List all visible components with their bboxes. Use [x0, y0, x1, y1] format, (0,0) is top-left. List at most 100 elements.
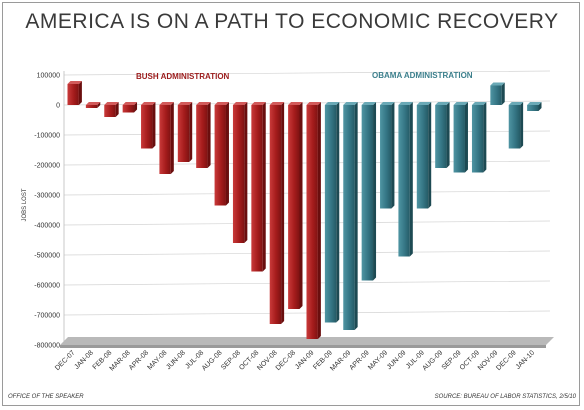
bar-top: [141, 102, 156, 105]
bar-top: [435, 102, 450, 105]
bar-top: [232, 102, 248, 105]
bar-top: [453, 102, 468, 105]
bar-top: [380, 102, 395, 105]
bar-side: [464, 102, 468, 173]
x-tick-label: JAN-10: [515, 349, 537, 371]
bar-aug-08: [214, 102, 229, 206]
bar-top: [398, 102, 413, 105]
bar-jun-09: [398, 102, 413, 257]
bar-face: [251, 105, 263, 272]
bar-top: [67, 81, 82, 84]
bar-face: [288, 105, 300, 309]
bar-side: [244, 102, 248, 243]
bar-sep-08: [232, 102, 248, 243]
bar-face: [343, 105, 355, 330]
bar-side: [115, 102, 119, 117]
bar-top: [324, 102, 340, 105]
bar-face: [416, 105, 429, 209]
bar-side: [354, 102, 358, 330]
bar-top: [306, 102, 321, 105]
bar-side: [262, 102, 266, 272]
annotations: BUSH ADMINISTRATION OBAMA ADMINISTRATION: [136, 71, 473, 81]
x-tick-label: MAR-09: [329, 349, 352, 372]
bar-side: [520, 102, 524, 149]
bar-face: [490, 85, 502, 105]
bar-top: [471, 102, 487, 105]
bar-oct-08: [251, 102, 266, 272]
bar-side: [446, 102, 450, 168]
bar-nov-09: [490, 82, 505, 105]
bar-jun-08: [177, 102, 193, 162]
bar-face: [214, 105, 226, 206]
bar-face: [85, 105, 98, 108]
x-tick-label: DEC-08: [275, 349, 298, 372]
bar-top: [85, 102, 101, 105]
bar-jan-08: [85, 102, 101, 108]
x-tick-label: APR-08: [128, 349, 150, 371]
bar-nov-08: [269, 102, 285, 324]
bar-top: [361, 102, 377, 105]
bar-side: [207, 102, 211, 168]
bar-side: [225, 102, 229, 206]
bar-jan-09: [306, 102, 321, 339]
y-tick-label: 100000: [37, 73, 60, 80]
bar-face: [471, 105, 484, 173]
bar-side: [501, 82, 505, 105]
floor-edge: [60, 345, 546, 348]
bar-side: [170, 102, 174, 174]
bar-top: [104, 102, 119, 105]
bar-jul-08: [196, 102, 211, 168]
bar-side: [281, 102, 285, 324]
bar-face: [361, 105, 374, 281]
chart-floor: [60, 337, 554, 348]
bar-top: [214, 102, 229, 105]
bar-may-08: [159, 102, 174, 174]
x-tick-label: MAY-08: [147, 349, 169, 371]
bar-top: [490, 82, 505, 86]
bar-side: [134, 102, 138, 113]
bar-aug-09: [435, 102, 450, 168]
annotation-bush: BUSH ADMINISTRATION: [136, 72, 230, 81]
bar-face: [380, 105, 392, 209]
bar-side: [189, 102, 193, 162]
y-tick-label: -500000: [34, 253, 60, 260]
bar-face: [196, 105, 208, 168]
bars: [67, 81, 542, 339]
y-tick-label: -200000: [34, 163, 60, 170]
bar-oct-09: [471, 102, 487, 173]
bar-side: [373, 102, 377, 281]
bar-side: [78, 81, 82, 105]
x-tick-label: MAR-08: [109, 349, 132, 372]
bar-face: [177, 105, 190, 162]
x-tick-label: MAY-09: [367, 349, 389, 371]
bar-feb-09: [324, 102, 340, 323]
bar-side: [483, 102, 487, 173]
bar-sep-09: [453, 102, 468, 173]
bar-top: [416, 102, 432, 105]
bar-face: [67, 84, 79, 105]
bar-face: [232, 105, 245, 243]
bar-top: [508, 102, 524, 105]
y-axis: 100000 0 -100000 -200000 -300000 -400000 -5000…: [34, 71, 65, 350]
bar-dec-09: [508, 102, 524, 149]
x-tick-label: JUN-08: [165, 349, 187, 371]
bar-face: [453, 105, 465, 173]
footer-left: OFFICE OF THE SPEAKER: [8, 394, 84, 400]
bar-feb-08: [104, 102, 119, 117]
annotation-obama: OBAMA ADMINISTRATION: [372, 71, 473, 80]
footer-source: SOURCE: BUREAU OF LABOR STATISTICS, 2/5/…: [434, 394, 576, 400]
bar-face: [104, 105, 116, 117]
y-axis-label: JOBS LOST: [22, 188, 28, 221]
bar-face: [398, 105, 410, 257]
bar-top: [159, 102, 174, 105]
y-tick-label: -400000: [34, 223, 60, 230]
bar-face: [508, 105, 521, 149]
bar-top: [343, 102, 358, 105]
x-tick-label: JUN-09: [386, 349, 408, 371]
bar-top: [196, 102, 211, 105]
bar-face: [269, 105, 282, 324]
bar-dec-07: [67, 81, 82, 105]
bar-mar-09: [343, 102, 358, 330]
bar-jan-10: [527, 102, 542, 111]
